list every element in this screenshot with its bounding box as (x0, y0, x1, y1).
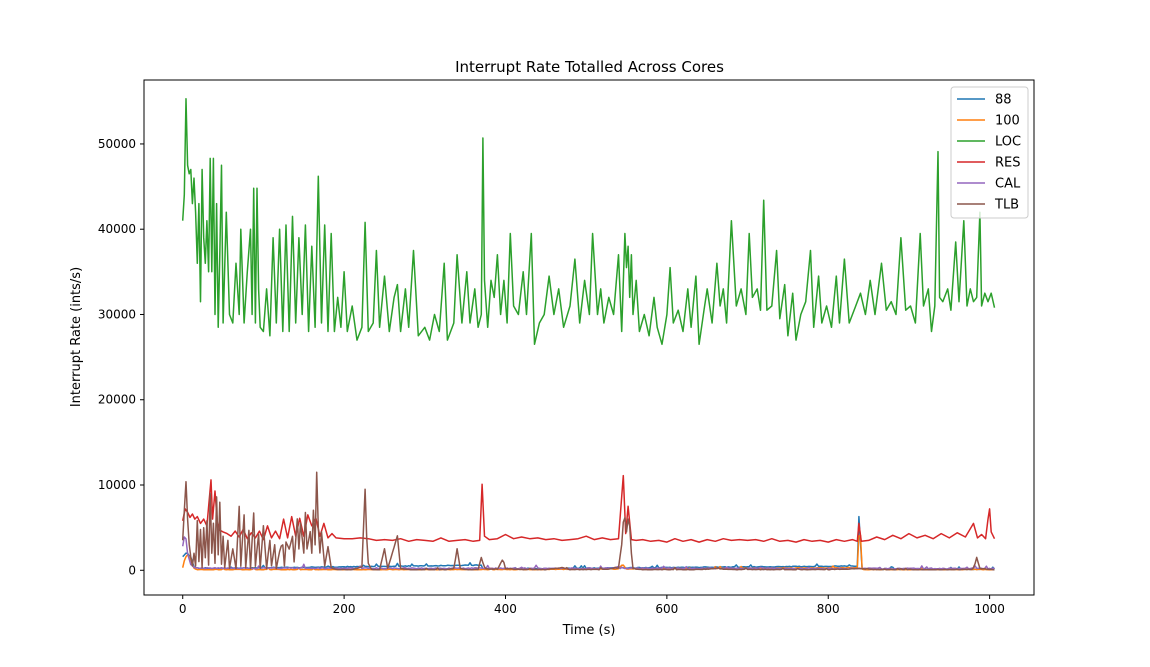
x-tick-label: 800 (817, 602, 840, 616)
y-axis: 0 10000 20000 30000 40000 50000 (98, 137, 144, 577)
x-tick-label: 400 (494, 602, 517, 616)
y-tick-label: 10000 (98, 478, 136, 492)
y-axis-label: Interrupt Rate (ints/s) (69, 267, 84, 407)
series-layer (181, 98, 996, 571)
y-tick-label: 0 (128, 563, 136, 577)
legend-label: 100 (995, 114, 1020, 129)
x-tick-label: 200 (333, 602, 356, 616)
chart-title: Interrupt Rate Totalled Across Cores (455, 58, 724, 76)
legend-label: 88 (995, 93, 1012, 108)
legend: 88 100 LOC RES CAL TLB (950, 86, 1029, 219)
y-tick-label: 50000 (98, 137, 136, 151)
x-tick-label: 600 (655, 602, 678, 616)
plot-frame (143, 79, 1035, 596)
series-line-loc (181, 98, 996, 346)
y-tick-label: 40000 (98, 222, 136, 236)
y-tick-label: 30000 (98, 307, 136, 321)
x-axis: 0 200 400 600 800 1000 (179, 595, 1005, 616)
y-tick-label: 20000 (98, 393, 136, 407)
legend-label: TLB (994, 198, 1019, 213)
legend-label: CAL (995, 177, 1021, 192)
series-line-res (181, 474, 996, 543)
legend-label: LOC (995, 135, 1021, 150)
x-tick-label: 0 (179, 602, 187, 616)
x-tick-label: 1000 (974, 602, 1005, 616)
series-line-tlb (181, 471, 995, 571)
x-axis-label: Time (s) (562, 623, 616, 638)
legend-label: RES (995, 156, 1021, 171)
